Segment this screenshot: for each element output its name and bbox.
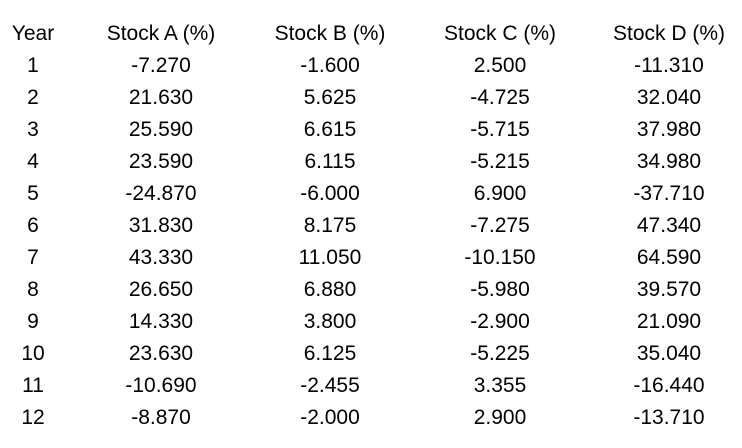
stock-b-cell: -2.000 <box>300 406 360 429</box>
stock-c-cell: 2.900 <box>473 406 527 429</box>
table-row: 12 -8.870 -2.000 2.900 -13.710 <box>0 402 742 434</box>
table-row: 2 21.630 5.625 -4.725 32.040 <box>0 82 742 114</box>
year-cell: 4 <box>27 150 39 173</box>
stock-b-cell: 6.880 <box>303 278 357 301</box>
stock-d-cell: 21.090 <box>636 310 702 333</box>
stock-c-cell: -7.275 <box>470 214 530 237</box>
stock-a-header: Stock A (%) <box>106 22 216 45</box>
stock-a-cell: 25.590 <box>128 118 194 141</box>
stock-b-cell: 6.125 <box>303 342 357 365</box>
table-row: 7 43.330 11.050 -10.150 64.590 <box>0 242 742 274</box>
header-row: Year Stock A (%) Stock B (%) Stock C (%) Sto… <box>0 18 742 50</box>
table-row: 6 31.830 8.175 -7.275 47.340 <box>0 210 742 242</box>
table-row: 3 25.590 6.615 -5.715 37.980 <box>0 114 742 146</box>
stock-b-cell: 6.115 <box>304 150 356 173</box>
stock-a-cell: 14.330 <box>128 310 194 333</box>
year-cell: 12 <box>21 406 45 429</box>
stock-c-header: Stock C (%) <box>443 22 556 45</box>
stock-c-cell: -5.215 <box>470 150 530 173</box>
stock-c-cell: -5.980 <box>470 278 530 301</box>
stock-b-cell: 11.050 <box>298 246 362 269</box>
stock-a-cell: 26.650 <box>128 278 194 301</box>
year-cell: 8 <box>27 278 39 301</box>
table-row: 4 23.590 6.115 -5.215 34.980 <box>0 146 742 178</box>
stock-a-cell: 31.830 <box>128 214 194 237</box>
year-cell: 6 <box>27 214 39 237</box>
stock-a-cell: -10.690 <box>125 374 197 397</box>
stock-returns-table: Year Stock A (%) Stock B (%) Stock C (%) Sto… <box>0 18 742 434</box>
stock-d-header: Stock D (%) <box>612 22 725 45</box>
stock-a-cell: 21.630 <box>128 86 194 109</box>
stock-c-cell: -4.725 <box>470 86 530 109</box>
stock-c-cell: 6.900 <box>473 182 527 205</box>
stock-b-header: Stock B (%) <box>274 22 386 45</box>
table-row: 9 14.330 3.800 -2.900 21.090 <box>0 306 742 338</box>
table-row: 10 23.630 6.125 -5.225 35.040 <box>0 338 742 370</box>
stock-a-cell: 23.590 <box>128 150 194 173</box>
stock-d-cell: -13.710 <box>633 406 705 429</box>
year-cell: 10 <box>21 342 45 365</box>
year-cell: 2 <box>27 86 39 109</box>
stock-a-cell: -7.270 <box>131 54 191 77</box>
stock-d-cell: 64.590 <box>636 246 702 269</box>
stock-c-cell: -5.225 <box>470 342 530 365</box>
stock-c-cell: -2.900 <box>470 310 530 333</box>
stock-a-cell: 43.330 <box>128 246 194 269</box>
stock-a-cell: 23.630 <box>128 342 194 365</box>
stock-d-cell: -37.710 <box>633 182 705 205</box>
stock-c-cell: 3.355 <box>473 374 527 397</box>
year-cell: 7 <box>27 246 39 269</box>
stock-c-cell: -5.715 <box>470 118 530 141</box>
year-cell: 11 <box>22 374 44 397</box>
stock-d-cell: -11.310 <box>634 54 704 77</box>
table-row: 1 -7.270 -1.600 2.500 -11.310 <box>0 50 742 82</box>
stock-c-cell: 2.500 <box>473 54 527 77</box>
stock-d-cell: 37.980 <box>636 118 702 141</box>
stock-b-cell: -2.455 <box>300 374 360 397</box>
year-header: Year <box>11 22 55 45</box>
year-cell: 3 <box>27 118 39 141</box>
stock-d-cell: 34.980 <box>636 150 702 173</box>
stock-b-cell: 8.175 <box>303 214 357 237</box>
table-row: 8 26.650 6.880 -5.980 39.570 <box>0 274 742 306</box>
stock-d-cell: 32.040 <box>636 86 702 109</box>
stock-c-cell: -10.150 <box>464 246 536 269</box>
table-row: 5 -24.870 -6.000 6.900 -37.710 <box>0 178 742 210</box>
table-row: 11 -10.690 -2.455 3.355 -16.440 <box>0 370 742 402</box>
stock-d-cell: 47.340 <box>636 214 702 237</box>
table-body: 1 -7.270 -1.600 2.500 -11.310 2 21.630 5.625 -4.… <box>0 50 742 434</box>
year-cell: 1 <box>27 54 39 77</box>
stock-b-cell: -1.600 <box>300 54 360 77</box>
stock-d-cell: 39.570 <box>636 278 702 301</box>
stock-b-cell: -6.000 <box>300 182 360 205</box>
stock-b-cell: 5.625 <box>303 86 357 109</box>
year-cell: 9 <box>27 310 39 333</box>
stock-a-cell: -24.870 <box>125 182 197 205</box>
stock-d-cell: 35.040 <box>636 342 702 365</box>
stock-b-cell: 6.615 <box>303 118 357 141</box>
stock-a-cell: -8.870 <box>131 406 191 429</box>
stock-b-cell: 3.800 <box>303 310 357 333</box>
year-cell: 5 <box>27 182 39 205</box>
stock-d-cell: -16.440 <box>633 374 705 397</box>
